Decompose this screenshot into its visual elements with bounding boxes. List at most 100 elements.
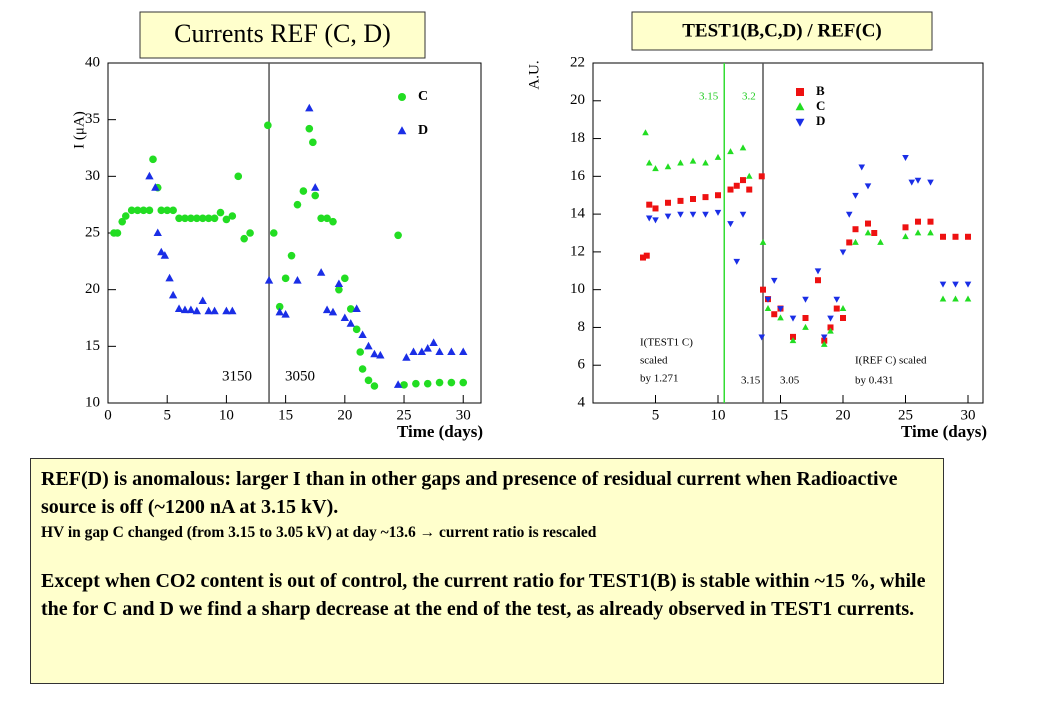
annotation: 3.15 [699,91,719,103]
point [652,165,659,172]
point [927,179,934,186]
point [346,305,355,313]
point [429,338,438,346]
point [293,200,302,209]
point [311,183,320,191]
point [664,213,672,220]
point [118,217,127,226]
point [827,327,834,334]
y-tick-label: 16 [570,168,586,184]
annotation: 3150 [222,368,252,384]
y-tick-label: 20 [85,281,100,297]
y-tick-label: 6 [578,357,586,373]
point [702,211,709,218]
point [702,159,709,166]
point [814,268,822,275]
point [952,295,959,302]
chart-title: Currents REF (C, D) [174,19,391,48]
point [341,274,349,283]
point [839,304,847,311]
point [714,209,722,216]
point [459,378,468,387]
plot-frame [592,62,984,404]
point [121,212,130,220]
paragraph: REF(D) is anomalous: larger I than in ot… [41,468,898,518]
point [645,159,653,166]
x-tick-label: 30 [961,407,976,423]
point [293,276,302,284]
point [746,186,753,193]
point [323,214,331,223]
point [186,305,196,314]
point [364,341,373,350]
point [275,307,284,316]
x-axis-label: Time (days) [901,422,987,441]
point [777,314,784,321]
y-tick-label: 4 [578,394,586,410]
point [845,211,853,218]
point [652,205,659,212]
annotation: by 1.271 [640,373,679,385]
point [764,304,772,311]
x-tick-label: 5 [163,407,171,423]
point [789,337,797,344]
x-axis-label: Time (days) [397,422,483,441]
annotation: 3.05 [780,375,800,387]
x-tick-label: 10 [219,407,234,423]
annotation: scaled [640,355,668,367]
point [149,155,157,164]
point [758,334,766,341]
point [789,315,797,322]
point [802,296,809,303]
point [311,191,320,200]
point [264,276,274,284]
point [790,333,796,340]
point [939,281,947,288]
point [222,306,231,315]
point [394,231,402,240]
point [447,347,456,356]
point [322,305,332,314]
legend-label: C [816,98,825,113]
point [346,319,355,327]
point [435,378,444,387]
point [281,310,290,318]
point [275,302,284,311]
point [417,347,426,356]
y-tick-label: 30 [85,168,100,184]
point [240,234,248,243]
point [329,217,337,226]
point [174,304,184,312]
point [234,172,243,181]
point [689,157,697,164]
charts: Currents REF (C, D) 10 15 20 25 30 35 40 0 5 10 15 2… [71,11,987,441]
point [965,233,971,240]
point [914,177,922,184]
point [770,277,778,284]
point [764,296,772,303]
point [281,274,290,283]
point [902,233,909,240]
point [198,296,207,305]
point [305,103,314,112]
point [334,279,344,288]
point [852,226,859,233]
point [204,306,213,315]
point [269,229,278,237]
y-tick-label: 22 [570,54,585,70]
point [642,129,649,136]
annotation: 3.2 [742,91,756,103]
point [204,214,213,223]
title-box [631,11,933,51]
point [815,277,821,284]
point [908,179,916,186]
legend-marker [795,118,805,127]
point [340,313,350,322]
point [820,340,828,347]
point [964,295,972,302]
point [305,124,314,133]
point [198,214,207,223]
point [180,305,190,314]
point [758,173,765,180]
